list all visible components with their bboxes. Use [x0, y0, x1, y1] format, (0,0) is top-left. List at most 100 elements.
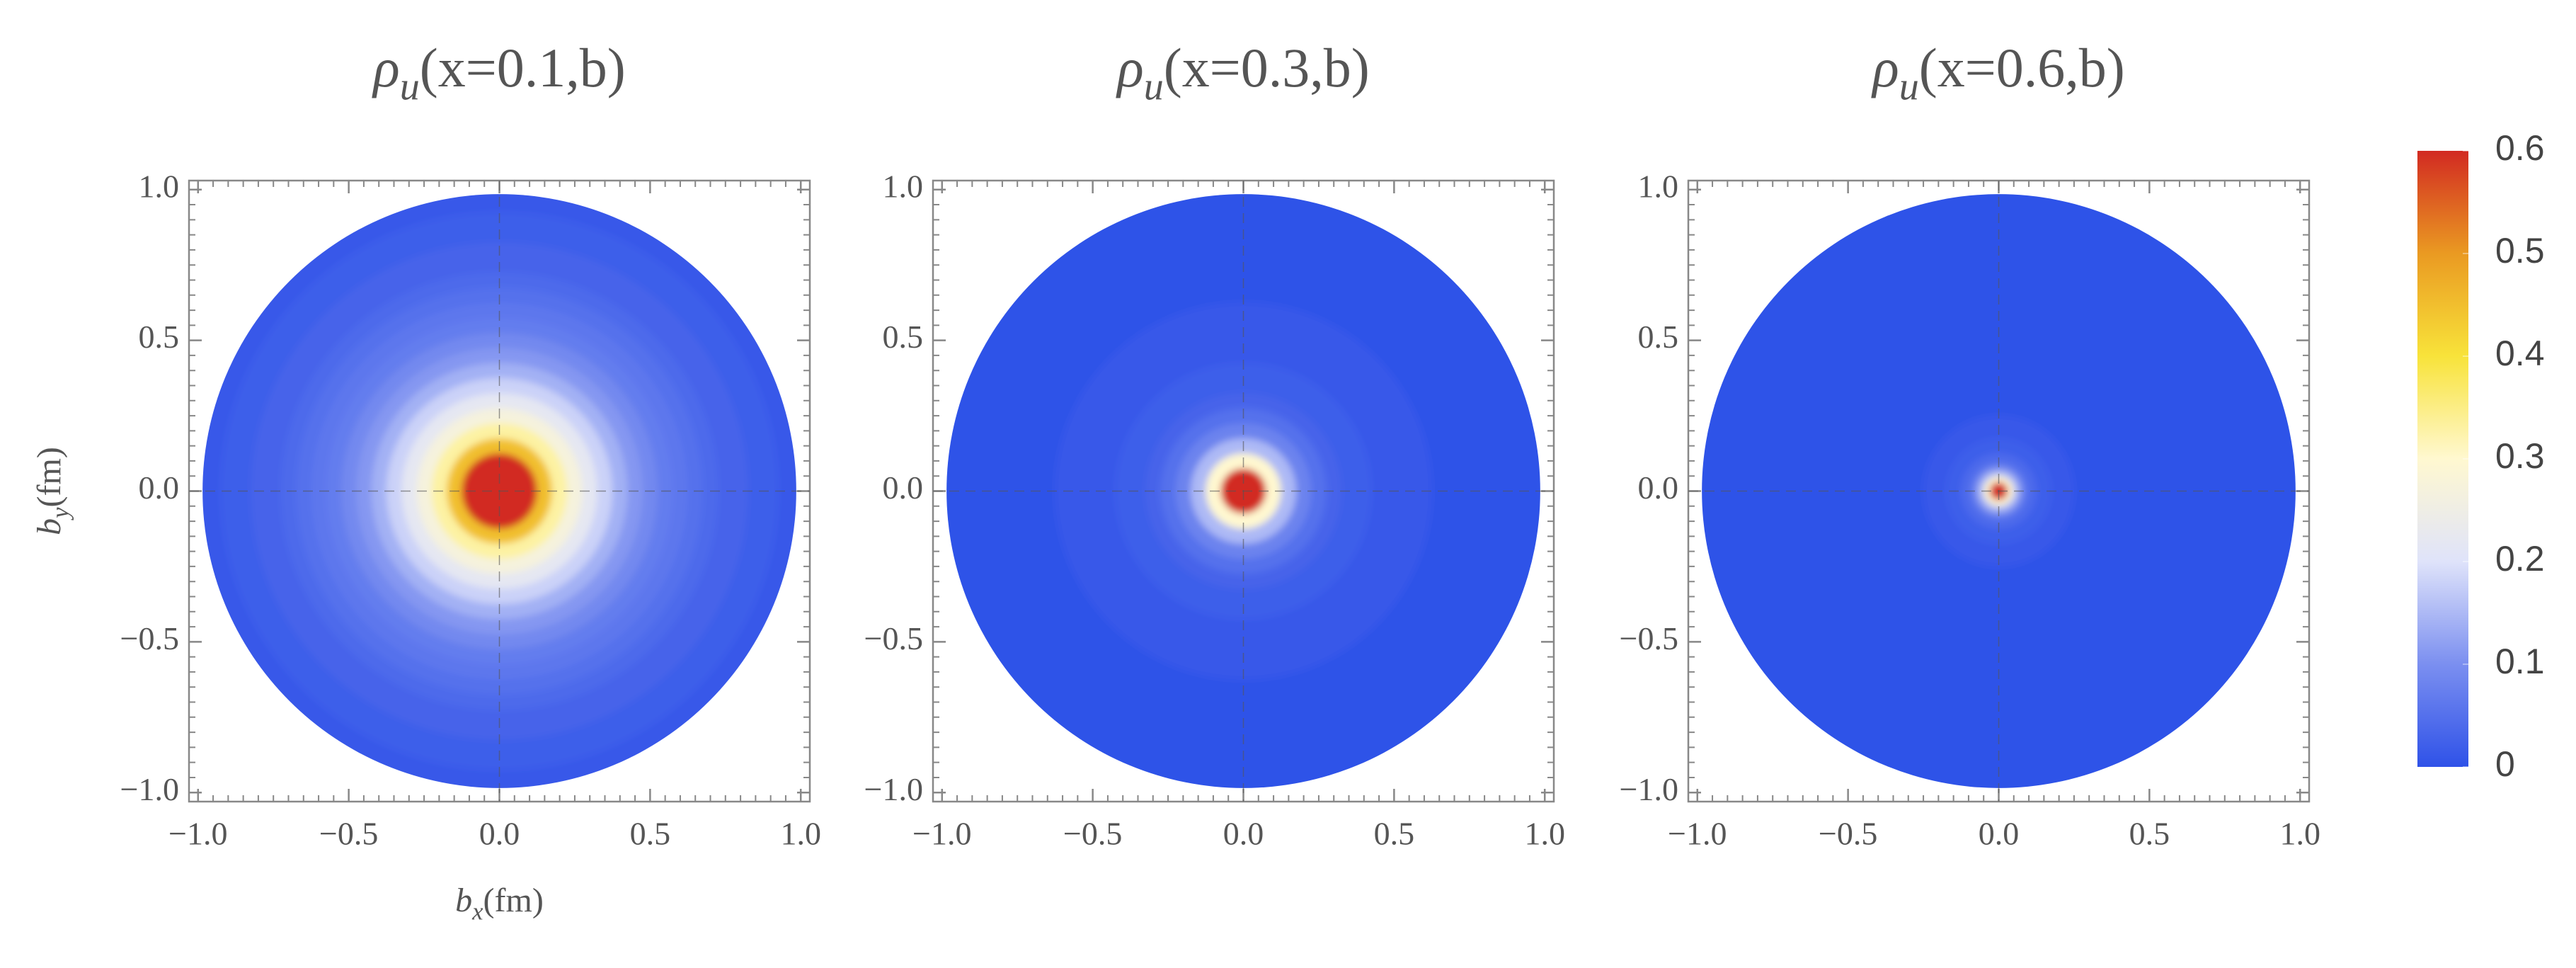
minor-tick: [933, 181, 1554, 802]
minor-tick: [189, 181, 810, 802]
minor-tick: [933, 181, 1554, 802]
minor-tick: [189, 181, 810, 802]
minor-tick: [189, 181, 810, 802]
minor-tick: [1688, 181, 2309, 802]
minor-tick: [1688, 181, 2309, 802]
minor-tick: [933, 181, 1554, 802]
y-tick-label: −1.0: [1620, 771, 1678, 807]
x-tick-label: 1.0: [780, 816, 821, 852]
minor-tick: [933, 181, 1554, 802]
minor-tick: [933, 181, 1554, 802]
minor-tick: [1688, 181, 2309, 802]
minor-tick: [1688, 181, 2309, 802]
minor-tick: [189, 181, 810, 802]
minor-tick: [933, 181, 1554, 802]
y-tick-label: 1.0: [1638, 168, 1679, 204]
colorbar-tick-label: 0.4: [2495, 334, 2545, 373]
colorbar-tick-label: 0.5: [2495, 231, 2545, 271]
minor-tick: [933, 181, 1554, 802]
minor-tick: [933, 181, 1554, 802]
y-tick-label: 1.0: [139, 168, 180, 204]
minor-tick: [189, 181, 810, 802]
title-args: (x=0.3,b): [1164, 37, 1370, 98]
x-tick-label: −1.0: [168, 816, 227, 852]
x-tick-label: 0.0: [479, 816, 520, 852]
minor-tick: [933, 181, 1554, 802]
minor-tick: [189, 181, 810, 802]
minor-tick: [189, 181, 810, 802]
minor-tick: [1688, 181, 2309, 802]
minor-tick: [1688, 181, 2309, 802]
colorbar-tick-label: 0.6: [2495, 128, 2545, 168]
y-tick-label: −0.5: [1620, 620, 1678, 656]
minor-tick: [1688, 181, 2309, 802]
minor-tick: [1688, 181, 2309, 802]
panel: ρu(x=0.6,b) −1.0 −0.5 0.0 0.5 1.0 −1.0 −0.5 0.0 0…: [1620, 37, 2320, 852]
label-unit: (fm): [30, 447, 68, 507]
colorbar-tick-label: 0.1: [2495, 642, 2545, 681]
minor-tick: [1688, 181, 2309, 802]
minor-tick: [933, 181, 1554, 802]
y-tick-label: 0.0: [883, 469, 924, 506]
y-axis-label: by(fm): [30, 447, 74, 535]
minor-tick: [1688, 181, 2309, 802]
minor-tick: [189, 181, 810, 802]
minor-tick: [933, 181, 1554, 802]
minor-tick: [189, 181, 810, 802]
title-subscript: u: [1899, 64, 1919, 108]
minor-tick: [1688, 181, 2309, 802]
minor-tick: [933, 181, 1554, 802]
x-tick-label: −0.5: [1063, 816, 1122, 852]
minor-tick: [1688, 181, 2309, 802]
label-symbol: b: [455, 882, 472, 919]
minor-tick: [933, 181, 1554, 802]
minor-tick: [189, 181, 810, 802]
x-axis-label: bx(fm): [455, 882, 544, 925]
minor-tick: [933, 181, 1554, 802]
title-symbol: ρ: [1116, 37, 1143, 98]
minor-tick: [189, 181, 810, 802]
minor-tick: [1688, 181, 2309, 802]
minor-tick: [933, 181, 1554, 802]
label-unit: (fm): [483, 882, 544, 919]
x-tick-label: 1.0: [2279, 816, 2320, 852]
minor-tick: [933, 181, 1554, 802]
minor-tick: [933, 181, 1554, 802]
x-tick-label: 0.0: [1979, 816, 2020, 852]
minor-tick: [933, 181, 1554, 802]
minor-tick: [189, 181, 810, 802]
minor-tick: [1688, 181, 2309, 802]
panel-title: ρu(x=0.1,b): [372, 37, 625, 108]
minor-tick: [1688, 181, 2309, 802]
x-tick-label: −1.0: [1668, 816, 1727, 852]
minor-tick: [933, 181, 1554, 802]
minor-tick: [1688, 181, 2309, 802]
minor-tick: [933, 181, 1554, 802]
minor-tick: [1688, 181, 2309, 802]
minor-tick: [933, 181, 1554, 802]
minor-tick: [933, 181, 1554, 802]
panel-title: ρu(x=0.6,b): [1871, 37, 2124, 108]
colorbar-tick-label: 0.2: [2495, 539, 2545, 579]
minor-tick: [1688, 181, 2309, 802]
label-subscript: x: [471, 898, 483, 925]
minor-tick: [933, 181, 1554, 802]
title-subscript: u: [1144, 64, 1164, 108]
minor-tick: [933, 181, 1554, 802]
minor-tick: [933, 181, 1554, 802]
minor-tick: [1688, 181, 2309, 802]
y-tick-label: −0.5: [120, 620, 179, 656]
minor-tick: [189, 181, 810, 802]
minor-tick: [1688, 181, 2309, 802]
minor-tick: [189, 181, 810, 802]
minor-tick: [933, 181, 1554, 802]
minor-tick: [933, 181, 1554, 802]
x-tick-label: −0.5: [319, 816, 378, 852]
y-tick-label: 0.0: [1638, 469, 1679, 506]
title-args: (x=0.1,b): [420, 37, 626, 98]
minor-tick: [933, 181, 1554, 802]
minor-tick: [189, 181, 810, 802]
minor-tick: [933, 181, 1554, 802]
minor-tick: [189, 181, 810, 802]
minor-tick: [1688, 181, 2309, 802]
